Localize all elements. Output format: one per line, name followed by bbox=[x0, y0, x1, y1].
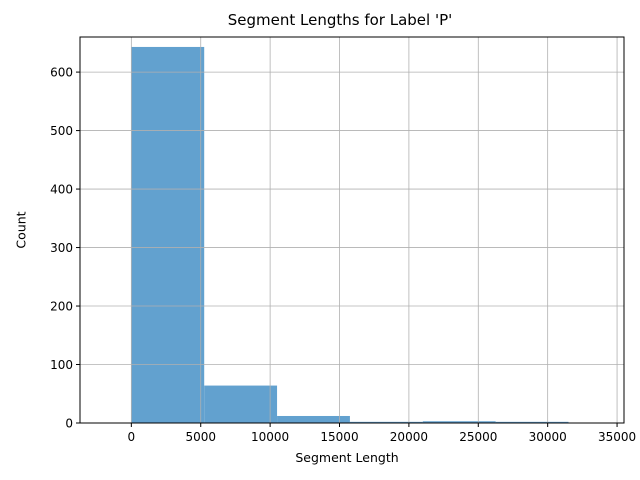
ticks: 0 5000 10000 15000 20000 25000 30000 35000 0 100 2… bbox=[50, 66, 636, 444]
histogram-bar bbox=[204, 385, 278, 423]
x-tick-label: 30000 bbox=[529, 430, 567, 444]
histogram-bar bbox=[422, 421, 496, 423]
x-tick-label: 10000 bbox=[251, 430, 289, 444]
x-tick-label: 20000 bbox=[390, 430, 428, 444]
y-tick-label: 600 bbox=[50, 66, 73, 80]
x-tick-label: 5000 bbox=[185, 430, 216, 444]
chart-title: Segment Lengths for Label 'P' bbox=[227, 11, 453, 29]
y-tick-label: 200 bbox=[50, 300, 73, 314]
histogram-bar bbox=[131, 46, 205, 424]
histogram-bar bbox=[495, 421, 569, 423]
y-tick-label: 300 bbox=[50, 241, 73, 255]
y-axis-label: Count bbox=[13, 211, 29, 249]
x-axis-label: Segment Length bbox=[295, 450, 399, 465]
histogram-bar bbox=[349, 421, 423, 423]
grid bbox=[80, 37, 624, 424]
x-tick-label: 35000 bbox=[598, 430, 636, 444]
histogram-bar bbox=[277, 415, 350, 423]
y-tick-label: 500 bbox=[50, 124, 73, 138]
y-tick-label: 400 bbox=[50, 183, 73, 197]
y-tick-label: 0 bbox=[65, 417, 73, 431]
axes-frame bbox=[79, 36, 625, 424]
bars bbox=[131, 46, 569, 424]
x-tick-label: 0 bbox=[128, 430, 136, 444]
y-tick-label: 100 bbox=[50, 358, 73, 372]
x-tick-label: 25000 bbox=[459, 430, 497, 444]
x-tick-label: 15000 bbox=[320, 430, 358, 444]
